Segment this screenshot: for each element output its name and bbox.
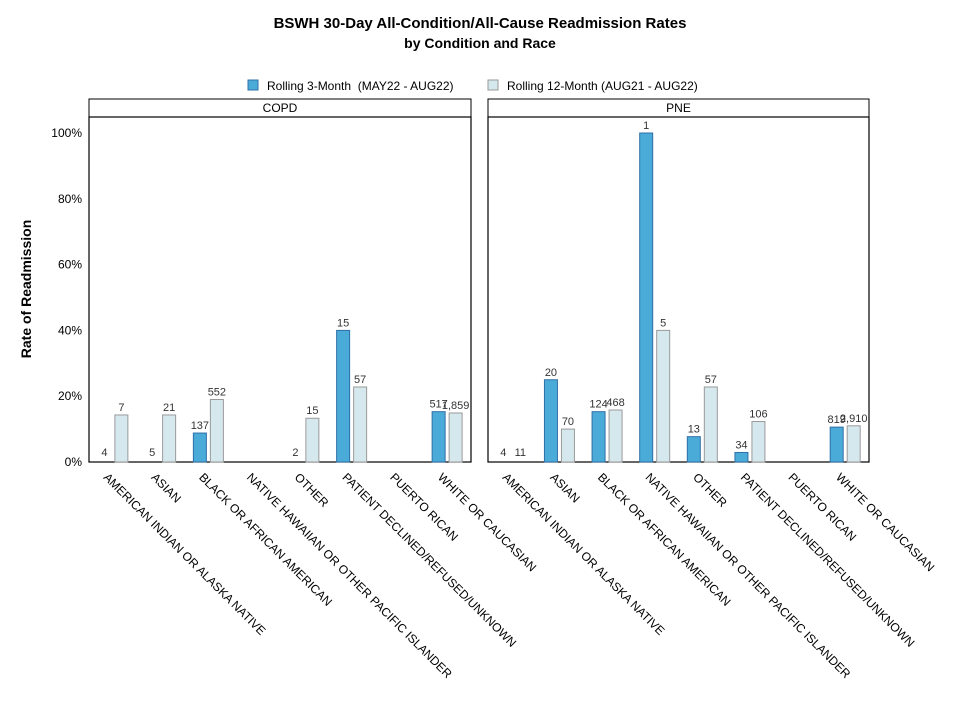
bar-data-label: 124: [589, 399, 607, 411]
bar-rolling-12-month: [608, 409, 623, 463]
chart-title: BSWH 30-Day All-Condition/All-Cause Read…: [274, 15, 687, 32]
bar-data-label: 15: [306, 405, 318, 417]
bar-data-label: 137: [191, 420, 209, 432]
bar-rolling-12-month: [751, 421, 766, 463]
bar-rolling-12-month: [162, 414, 177, 463]
bar-rolling-3-month: [686, 436, 701, 463]
y-tick-label: 100%: [51, 126, 82, 140]
x-tick-label: OTHER: [292, 470, 332, 510]
bar-data-label: 517: [429, 399, 447, 411]
y-tick-label: 0%: [65, 455, 83, 469]
legend-swatch-rolling-3-month: [247, 79, 259, 91]
bar-data-label: 1,859: [442, 400, 470, 412]
legend-swatch-rolling-12-month: [487, 79, 499, 91]
bar-rolling-12-month: [305, 417, 320, 463]
bar-data-label: 13: [688, 424, 700, 436]
bar-data-label: 21: [163, 402, 175, 414]
bar-data-label: 1: [643, 120, 649, 132]
bar-rolling-3-month: [543, 379, 558, 463]
bar-rolling-12-month: [703, 386, 718, 463]
y-tick-label: 40%: [58, 323, 82, 337]
y-tick-label: 20%: [58, 389, 82, 403]
bar-rolling-3-month: [829, 426, 844, 463]
legend-label-rolling-3-month: Rolling 3-Month (MAY22 - AUG22): [267, 79, 454, 93]
x-tick-label: PATIENT DECLINED/REFUSED/UNKNOWN: [340, 470, 520, 650]
bar-rolling-12-month: [448, 412, 463, 463]
panels: COPD 4 7 AMERICAN INDIAN OR ALASKA NATIVE 5 2…: [88, 98, 937, 681]
panel-copd: COPD 4 7 AMERICAN INDIAN OR ALASKA NATIVE 5 2…: [88, 98, 539, 681]
x-tick-label: PATIENT DECLINED/REFUSED/UNKNOWN: [738, 470, 918, 650]
bar-data-label: 57: [705, 374, 717, 386]
bar-rolling-3-month: [336, 329, 351, 463]
bar-data-label: 34: [735, 439, 747, 451]
y-axis-ticks: 0% 20% 40% 60% 80% 100%: [51, 126, 82, 469]
plot-frame: [487, 116, 870, 463]
bar-data-label: 552: [208, 386, 226, 398]
bar-rolling-3-month: [591, 411, 606, 463]
bar-data-label: 4: [101, 447, 107, 459]
y-axis-label: Rate of Readmission: [18, 220, 34, 358]
panel-title: COPD: [263, 101, 298, 115]
bar-data-label: 15: [337, 317, 349, 329]
bar-rolling-12-month: [209, 398, 224, 463]
bar-data-label: 819: [828, 414, 846, 426]
y-tick-label: 60%: [58, 258, 82, 272]
bar-rolling-12-month: [560, 428, 575, 463]
bar-data-label: 57: [354, 374, 366, 386]
plot-frame: [88, 116, 472, 463]
bar-rolling-12-month: [846, 425, 861, 463]
bar-data-label: 20: [545, 367, 557, 379]
bar-data-label: 2,910: [840, 413, 868, 425]
bar-rolling-3-month: [192, 432, 207, 463]
bar-data-label: 70: [562, 416, 574, 428]
bar-rolling-12-month: [656, 329, 671, 463]
bar-rolling-12-month: [353, 386, 368, 463]
bar-data-label: 468: [606, 397, 624, 409]
bar-rolling-3-month: [734, 451, 749, 463]
bar-rolling-3-month: [639, 132, 654, 463]
bar-data-label: 2: [292, 447, 298, 459]
legend: Rolling 3-Month (MAY22 - AUG22) Rolling …: [247, 79, 698, 93]
bar-rolling-3-month: [431, 411, 446, 463]
bar-data-label: 11: [515, 447, 526, 459]
legend-label-rolling-12-month: Rolling 12-Month (AUG21 - AUG22): [507, 79, 698, 93]
y-tick-label: 80%: [58, 192, 82, 206]
chart-subtitle: by Condition and Race: [404, 35, 556, 51]
bar-data-label: 5: [149, 447, 155, 459]
x-tick-label: ASIAN: [547, 470, 582, 505]
x-tick-label: OTHER: [690, 470, 730, 510]
bar-data-label: 7: [118, 402, 124, 414]
panel-title: PNE: [666, 101, 691, 115]
bar-rolling-12-month: [114, 414, 129, 463]
x-tick-label: ASIAN: [149, 470, 184, 505]
x-tick-label: AMERICAN INDIAN OR ALASKA NATIVE: [101, 470, 269, 638]
bar-data-label: 5: [660, 317, 666, 329]
bar-data-label: 106: [749, 409, 767, 421]
bar-data-label: 4: [500, 447, 506, 459]
